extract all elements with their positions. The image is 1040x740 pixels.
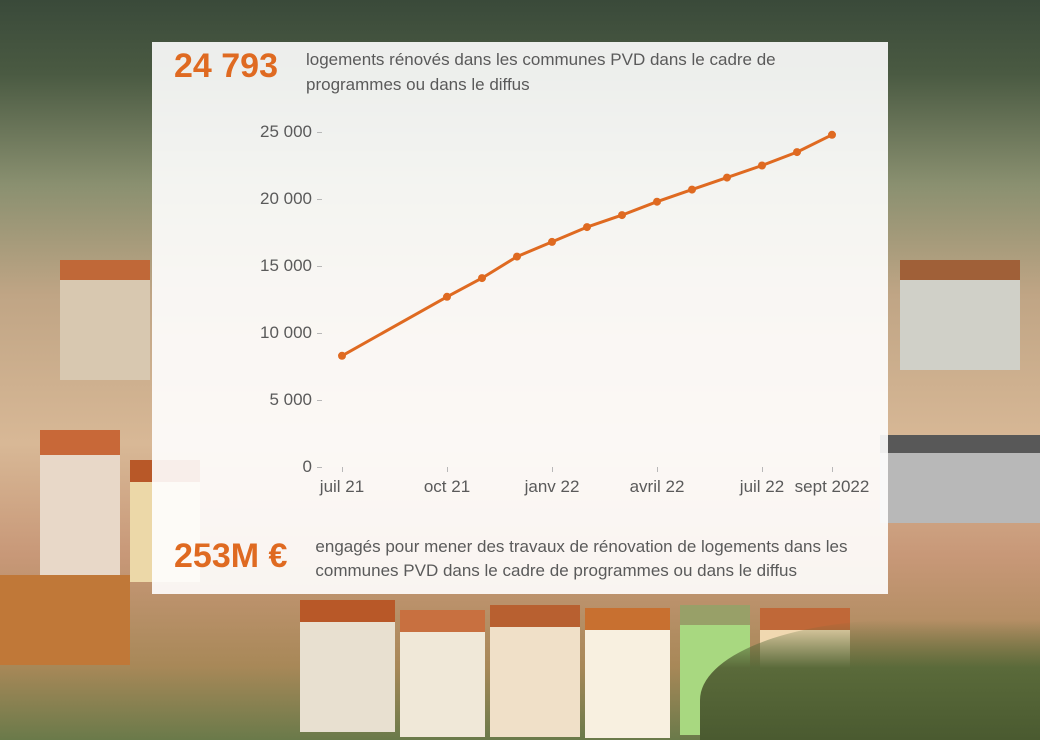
- chart-data-point: [793, 148, 801, 156]
- bg-foreground-grass: [700, 620, 1040, 740]
- x-tick-label: juil 22: [740, 477, 784, 497]
- x-tick-label: oct 21: [424, 477, 470, 497]
- x-tick-label: juil 21: [320, 477, 364, 497]
- header-stat-value: 24 793: [174, 46, 278, 87]
- bg-building: [900, 260, 1020, 370]
- y-tick-mark: [317, 467, 322, 468]
- x-tick-mark: [552, 467, 553, 472]
- x-tick-mark: [762, 467, 763, 472]
- chart-data-point: [478, 274, 486, 282]
- chart-data-point: [828, 131, 836, 139]
- x-tick-mark: [832, 467, 833, 472]
- bg-building: [40, 430, 120, 575]
- bg-building: [880, 435, 1040, 523]
- chart-data-point: [688, 186, 696, 194]
- chart-line: [342, 135, 832, 356]
- footer-stat-desc: engagés pour mener des travaux de rénova…: [315, 533, 866, 584]
- footer-stat-row: 253M € engagés pour mener des travaux de…: [152, 533, 888, 584]
- chart-data-point: [338, 352, 346, 360]
- header-stat-row: 24 793 logements rénovés dans les commun…: [152, 42, 888, 97]
- x-tick-mark: [447, 467, 448, 472]
- y-tick-label: 10 000: [260, 323, 312, 343]
- footer-stat-value: 253M €: [174, 533, 287, 581]
- chart-data-point: [548, 238, 556, 246]
- x-tick-label: sept 2022: [795, 477, 870, 497]
- y-tick-label: 25 000: [260, 122, 312, 142]
- chart-data-point: [653, 198, 661, 206]
- bg-building: [585, 608, 670, 738]
- bg-building: [60, 260, 150, 380]
- bg-building: [490, 605, 580, 737]
- chart-data-point: [583, 223, 591, 231]
- x-tick-label: janv 22: [525, 477, 580, 497]
- chart-data-point: [618, 211, 626, 219]
- chart-data-point: [723, 174, 731, 182]
- chart-data-point: [443, 293, 451, 301]
- chart-data-point: [758, 162, 766, 170]
- y-tick-label: 20 000: [260, 189, 312, 209]
- x-tick-mark: [657, 467, 658, 472]
- chart-data-point: [513, 253, 521, 261]
- stats-card: 24 793 logements rénovés dans les commun…: [152, 42, 888, 594]
- y-tick-label: 5 000: [269, 390, 312, 410]
- bg-building: [0, 575, 130, 665]
- header-stat-desc: logements rénovés dans les communes PVD …: [306, 46, 866, 97]
- bg-building: [400, 610, 485, 737]
- x-tick-label: avril 22: [630, 477, 685, 497]
- bg-building: [300, 600, 395, 732]
- y-tick-label: 15 000: [260, 256, 312, 276]
- y-tick-label: 0: [303, 457, 312, 477]
- line-chart: 05 00010 00015 00020 00025 000 juil 21oc…: [262, 132, 852, 527]
- chart-plot-area: [322, 132, 852, 467]
- x-tick-mark: [342, 467, 343, 472]
